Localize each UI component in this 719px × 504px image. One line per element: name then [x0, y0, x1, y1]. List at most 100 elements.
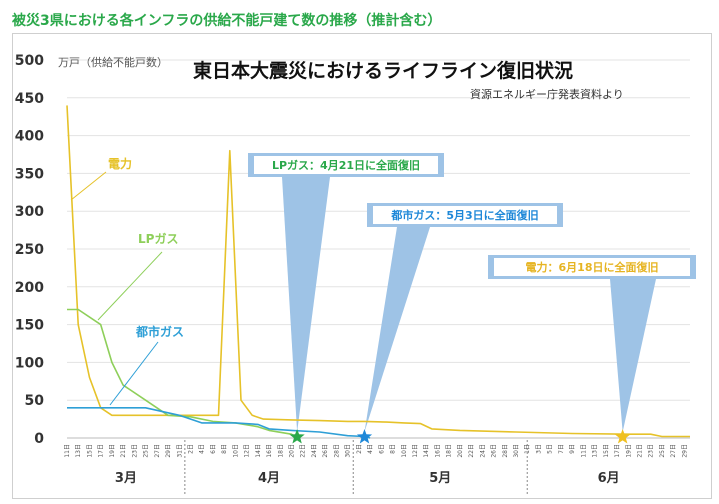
x-tick-13: 6日 — [210, 444, 217, 454]
x-tick-34: 18日 — [446, 444, 453, 458]
x-tick-54: 27日 — [670, 444, 677, 458]
x-tick-29: 8日 — [390, 444, 397, 454]
x-tick-18: 16日 — [266, 444, 273, 458]
x-tick-35: 20日 — [457, 444, 464, 458]
x-tick-31: 12日 — [412, 444, 419, 458]
y-tick-350: 350 — [15, 166, 44, 182]
callout-pointer-1 — [364, 227, 430, 432]
x-tick-4: 19日 — [109, 444, 116, 458]
x-tick-0: 11日 — [64, 444, 71, 458]
callouts: LPガス：4月21日に全面復旧都市ガス：5月3日に全面復旧電力：6月18日に全面… — [248, 153, 696, 432]
x-tick-49: 17日 — [614, 444, 621, 458]
recovery-star-0 — [289, 429, 305, 444]
series-lines — [66, 105, 690, 439]
x-tick-20: 20日 — [289, 444, 296, 458]
x-tick-26: 2日 — [356, 444, 363, 454]
series-label-lpgas: LPガス — [138, 231, 178, 246]
label-leader-lines — [70, 171, 163, 406]
x-tick-1: 13日 — [75, 444, 82, 458]
series-label-citygas: 都市ガス — [135, 324, 184, 339]
y-tick-400: 400 — [15, 129, 44, 145]
x-tick-12: 4日 — [199, 444, 206, 454]
y-axis-unit: 万戸（供給不能戸数） — [58, 55, 168, 69]
x-tick-17: 14日 — [255, 444, 262, 458]
x-tick-11: 2日 — [187, 444, 194, 454]
x-tick-22: 24日 — [311, 444, 318, 458]
x-tick-30: 10日 — [401, 444, 408, 458]
x-tick-44: 7日 — [558, 444, 565, 454]
x-tick-labels: 11日 13日 15日 17日 19日 21日 23日 25日 27日 29日 31日 2日 4日 6日 8… — [64, 444, 688, 458]
y-tick-100: 100 — [15, 355, 44, 371]
leader-lpgas — [97, 251, 163, 321]
callout-pointer-0 — [282, 177, 330, 432]
y-tick-250: 250 — [15, 242, 44, 258]
x-tick-51: 21日 — [636, 444, 643, 458]
x-tick-39: 28日 — [502, 444, 509, 458]
y-tick-500: 500 — [15, 53, 44, 69]
x-tick-46: 11日 — [580, 444, 587, 458]
x-tick-55: 29日 — [681, 444, 688, 458]
x-tick-53: 25日 — [659, 444, 666, 458]
x-tick-10: 31日 — [176, 444, 183, 458]
month-labels: 3月 4月 5月 6月 — [115, 440, 620, 496]
x-tick-23: 26日 — [322, 444, 329, 458]
x-tick-7: 25日 — [143, 444, 150, 458]
x-tick-16: 12日 — [244, 444, 251, 458]
y-tick-200: 200 — [15, 280, 44, 296]
x-tick-21: 22日 — [300, 444, 307, 458]
callout-text-1: 都市ガス：5月3日に全面復旧 — [390, 208, 538, 222]
callout-text-2: 電力：6月18日に全面復旧 — [526, 260, 659, 274]
y-tick-150: 150 — [15, 318, 44, 334]
series-label-power: 電力 — [108, 156, 132, 171]
callout-inner-2 — [494, 258, 690, 276]
x-tick-6: 23日 — [131, 444, 138, 458]
x-tick-27: 4日 — [367, 444, 374, 454]
month-label-3: 6月 — [598, 471, 620, 486]
callout-inner-1 — [373, 206, 557, 224]
x-tick-48: 15日 — [603, 444, 610, 458]
y-tick-450: 450 — [15, 91, 44, 107]
callout-text-0: LPガス：4月21日に全面復旧 — [272, 158, 420, 172]
chart-title: 東日本大震災におけるライフライン復旧状況 — [193, 59, 573, 82]
month-label-1: 4月 — [258, 471, 280, 486]
x-tick-52: 23日 — [648, 444, 655, 458]
y-tick-50: 50 — [25, 393, 45, 409]
x-tick-32: 14日 — [423, 444, 430, 458]
x-tick-43: 5日 — [547, 444, 554, 454]
leader-citygas — [109, 341, 159, 406]
x-tick-5: 21日 — [120, 444, 127, 458]
page-header: 被災3県における各インフラの供給不能戸建て数の推移（推計含む） — [12, 13, 442, 29]
x-tick-33: 16日 — [434, 444, 441, 458]
x-tick-45: 9日 — [569, 444, 576, 454]
x-tick-9: 29日 — [165, 444, 172, 458]
leader-power — [70, 171, 107, 201]
x-tick-19: 18日 — [277, 444, 284, 458]
x-tick-42: 3日 — [535, 444, 542, 454]
month-label-2: 5月 — [429, 471, 451, 486]
series-line-2 — [67, 406, 371, 439]
recovery-stars — [289, 429, 631, 444]
y-tick-labels: 0 50 100 150 200 250 300 350 400 450 500 — [15, 53, 44, 447]
month-label-0: 3月 — [115, 471, 137, 486]
chart-frame — [12, 33, 712, 499]
x-tick-8: 27日 — [154, 444, 161, 458]
x-tick-2: 15日 — [86, 444, 93, 458]
callout-pointer-2 — [610, 279, 656, 432]
x-tick-47: 13日 — [592, 444, 599, 458]
callout-inner-0 — [254, 156, 438, 174]
y-tick-0: 0 — [34, 431, 44, 447]
x-tick-40: 30日 — [513, 444, 520, 458]
x-tick-50: 19日 — [625, 444, 632, 458]
x-tick-25: 30日 — [345, 444, 352, 458]
chart-source: 資源エネルギー庁発表資料より — [470, 87, 624, 101]
x-tick-28: 6日 — [378, 444, 385, 454]
x-tick-15: 10日 — [232, 444, 239, 458]
x-tick-36: 22日 — [468, 444, 475, 458]
x-tick-24: 28日 — [333, 444, 340, 458]
recovery-star-1 — [356, 429, 373, 444]
y-tick-300: 300 — [15, 204, 44, 220]
recovery-star-2 — [615, 429, 631, 444]
x-tick-38: 26日 — [491, 444, 498, 458]
x-tick-14: 8日 — [221, 444, 228, 454]
